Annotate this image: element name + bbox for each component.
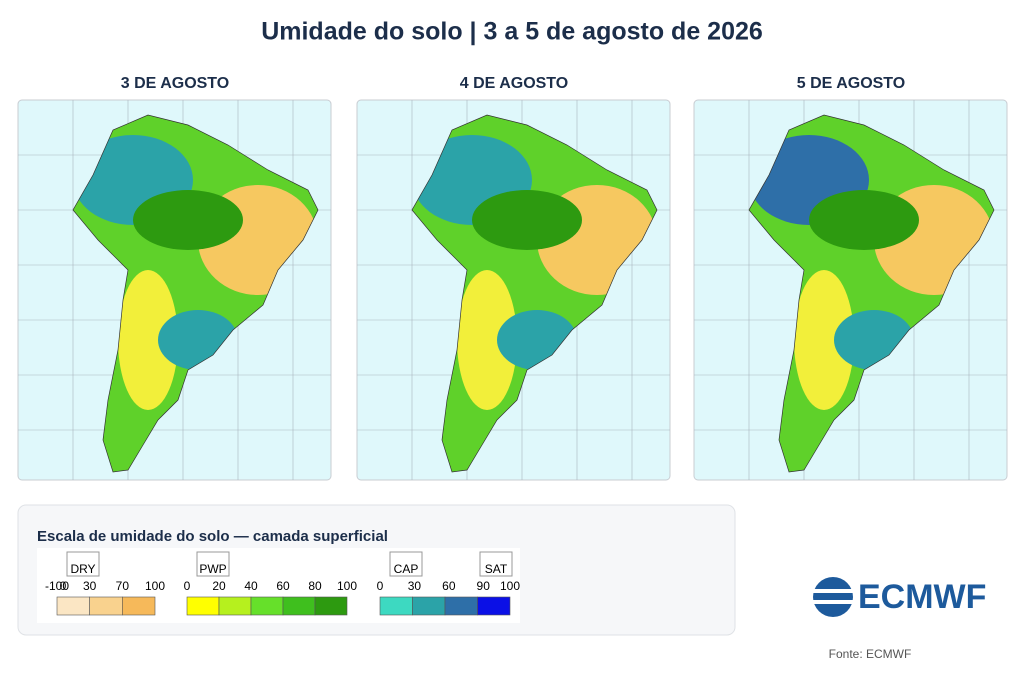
group-box bbox=[389, 551, 423, 577]
tick-label: 100 bbox=[145, 579, 165, 593]
swatch bbox=[186, 596, 220, 616]
group-label: CAP bbox=[394, 562, 419, 576]
tick-label: 0 bbox=[184, 579, 191, 593]
swatch bbox=[122, 596, 156, 616]
tick-label: 100 bbox=[337, 579, 357, 593]
map-panel bbox=[356, 99, 671, 481]
tick-label: -100 bbox=[45, 579, 69, 593]
map-panel bbox=[693, 99, 1008, 481]
map-panel bbox=[17, 99, 332, 481]
tick-label: 30 bbox=[83, 579, 97, 593]
swatch bbox=[379, 596, 413, 616]
logo: ECMWF bbox=[813, 577, 986, 617]
panel-label: 5 DE AGOSTO bbox=[797, 75, 905, 92]
group-label: DRY bbox=[70, 562, 95, 576]
title: Umidade do solo | 3 a 5 de agosto de 202… bbox=[261, 18, 763, 46]
swatch bbox=[412, 596, 446, 616]
veg-area bbox=[133, 190, 243, 250]
group-label: SAT bbox=[485, 562, 508, 576]
tick-label: 20 bbox=[212, 579, 226, 593]
group-box bbox=[196, 551, 230, 577]
panel-label: 4 DE AGOSTO bbox=[460, 75, 568, 92]
coast bbox=[748, 114, 995, 473]
dry-area bbox=[118, 270, 178, 410]
swatch bbox=[89, 596, 123, 616]
source: Fonte: ECMWF bbox=[829, 647, 912, 661]
tick-label: 70 bbox=[116, 579, 130, 593]
dry-area bbox=[794, 270, 854, 410]
tick-label: 0 bbox=[377, 579, 384, 593]
tick-label: 60 bbox=[276, 579, 290, 593]
legend-title: Escala de umidade do solo — camada super… bbox=[37, 528, 388, 545]
swatch bbox=[314, 596, 348, 616]
tick-label: 0 bbox=[60, 579, 67, 593]
group-box bbox=[66, 551, 100, 577]
group-box bbox=[479, 551, 513, 577]
swatch bbox=[218, 596, 252, 616]
swatch bbox=[56, 596, 90, 616]
coast bbox=[72, 114, 319, 473]
swatch bbox=[250, 596, 284, 616]
swatch bbox=[477, 596, 511, 616]
dry-area bbox=[457, 270, 517, 410]
tick-label: 90 bbox=[477, 579, 491, 593]
coast bbox=[411, 114, 658, 473]
tick-label: 40 bbox=[244, 579, 258, 593]
tick-label: 80 bbox=[308, 579, 322, 593]
tick-label: 100 bbox=[500, 579, 520, 593]
veg-area bbox=[472, 190, 582, 250]
swatch bbox=[282, 596, 316, 616]
group-label: PWP bbox=[199, 562, 226, 576]
logo-text: ECMWF bbox=[858, 578, 986, 616]
veg-area bbox=[809, 190, 919, 250]
tick-label: 60 bbox=[442, 579, 456, 593]
tick-label: 30 bbox=[408, 579, 422, 593]
panel-label: 3 DE AGOSTO bbox=[121, 75, 229, 92]
swatch bbox=[444, 596, 478, 616]
